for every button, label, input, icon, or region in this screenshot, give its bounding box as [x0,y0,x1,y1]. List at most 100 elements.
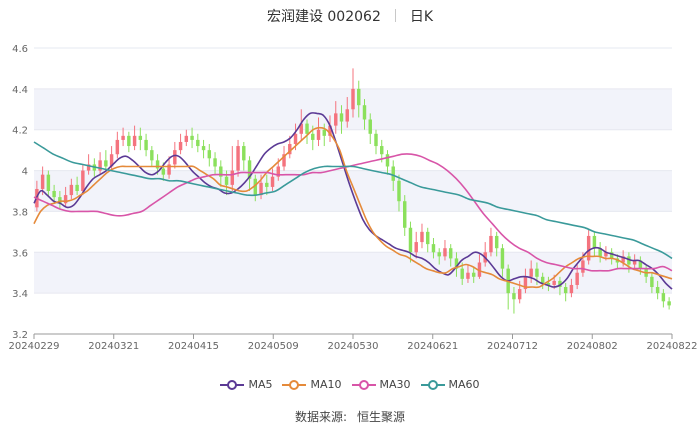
candle-body [328,125,332,136]
candle [489,227,493,257]
candle [328,115,332,142]
candle [368,113,372,145]
candle [546,276,551,292]
candle [334,101,338,134]
candle-body [477,262,482,277]
candle-body [293,133,298,145]
candle-body [661,293,666,302]
candle-body [632,260,637,265]
x-tick-label: 20240802 [567,341,618,352]
candle [98,152,102,175]
candle [609,248,614,265]
candle-body [546,282,551,285]
candle [322,123,326,147]
candle-body [288,144,292,155]
candle-body [167,164,171,175]
candle-body [391,166,395,181]
x-tick-label: 20240822 [647,341,698,352]
candle-body [305,123,309,134]
candle [52,184,56,204]
candle [420,223,424,249]
candle-body [357,88,361,106]
candle-body [512,293,516,300]
candle [207,144,212,167]
x-tick-label: 20240509 [248,341,299,352]
candle-body [282,154,286,167]
candle [385,150,390,175]
candle [201,139,206,159]
legend-item-ma10[interactable]: MA10 [282,378,342,391]
legend-item-ma60[interactable]: MA60 [420,378,480,391]
candle-body [276,166,281,177]
candle [362,99,367,130]
candle-body [127,135,131,147]
candle [184,129,189,147]
candle-body [563,287,568,294]
candle [592,231,597,257]
candle-body [150,150,154,161]
candle-body [414,242,418,253]
candle-body [558,280,562,288]
candle-body [190,135,194,140]
candle-body [213,158,217,167]
candle-body [178,141,183,151]
candle [650,272,654,294]
candle [397,174,401,212]
candle [236,139,240,177]
candle-body [207,150,212,159]
candle [500,244,505,277]
candle [115,131,120,159]
candle-body [592,235,597,249]
x-tick-label: 20240530 [328,341,379,352]
legend-item-ma30[interactable]: MA30 [351,378,411,391]
candle-body [609,252,614,259]
candle [282,146,286,171]
x-tick-label: 20240229 [9,341,60,352]
candle [58,191,62,210]
candle-body [368,119,372,134]
candle [190,127,194,149]
candle [219,160,223,187]
candle-body [52,191,56,198]
candle-body [155,160,160,169]
candle [414,231,418,259]
y-tick-label: 4.6 [12,44,28,55]
title-divider [394,9,396,22]
candle-body [196,139,200,147]
candle-body [98,160,102,171]
candle-body [460,268,464,279]
candle [270,168,275,191]
candle-body [650,276,654,288]
candle-body [219,166,223,177]
candle-body [638,260,643,269]
candle-body [311,133,315,140]
y-tick-label: 4.4 [12,85,28,96]
candle-body [121,135,125,140]
candle-body [299,123,303,134]
candle [425,227,430,253]
candle-body [144,139,148,151]
candle-body [138,135,143,140]
candle [178,133,183,155]
candle [132,125,137,151]
candle-body [253,178,258,196]
y-tick-label: 3.6 [12,248,28,259]
candle [563,282,568,302]
candle [431,237,436,259]
legend-marker-icon [420,379,445,390]
candle-body [322,129,326,136]
stock-name-code: 宏润建设 002062 [266,9,381,25]
candle [437,248,441,265]
candle [339,105,344,134]
kline-chart: 3.2 3.4 3.6 3.8 4 4.2 4.4 4.6 20240229 20240321 20… [9,44,698,352]
candle [104,150,108,171]
candle-body [161,168,166,175]
legend-item-ma5[interactable]: MA5 [220,378,272,391]
candle-body [362,105,367,120]
candle [529,260,533,283]
candle-body [334,113,338,126]
candle [506,264,510,310]
candle [230,146,235,191]
candle-body [385,154,390,167]
candle-body [69,184,74,196]
